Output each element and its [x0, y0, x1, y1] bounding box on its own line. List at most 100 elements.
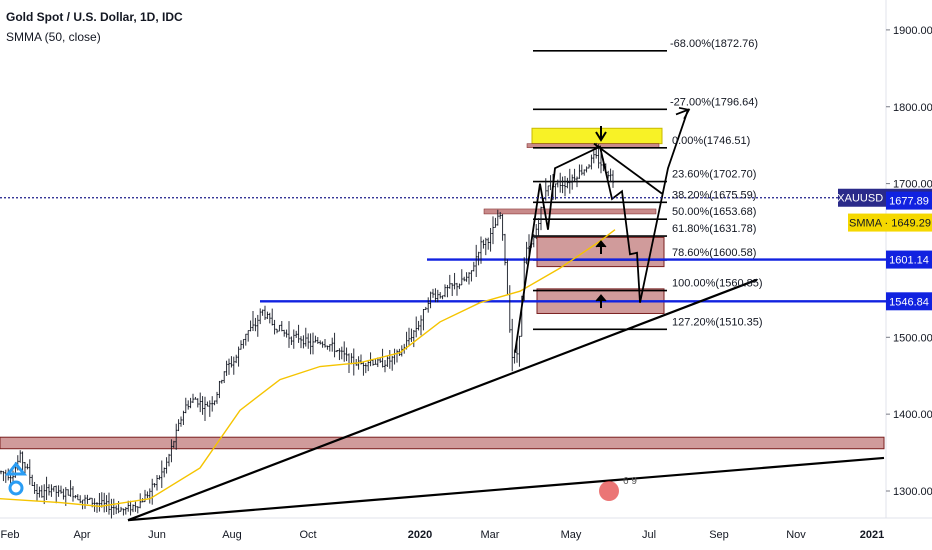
price-bar-219	[525, 241, 528, 265]
price-bar-210	[503, 233, 507, 266]
price-bar-194	[465, 272, 468, 282]
price-bar-118	[283, 329, 286, 337]
price-tag-text: 1601.14	[889, 255, 929, 267]
price-bar-244	[585, 166, 588, 173]
x-tick-label-1: Apr	[73, 529, 90, 541]
price-bar-21	[50, 484, 53, 497]
price-bar-213	[511, 318, 514, 372]
price-bar-250	[599, 152, 603, 174]
price-bar-231	[554, 183, 557, 200]
price-tag-4: 1546.84	[886, 292, 932, 311]
price-tag-bg	[848, 213, 932, 232]
price-bar-30	[71, 486, 75, 502]
price-bar-128	[307, 333, 310, 349]
price-bar-92	[220, 379, 223, 384]
price-axis[interactable]: 1300.001400.001500.001600.001700.001800.…	[886, 25, 932, 498]
zone-strip-mid	[483, 208, 657, 215]
price-bar-123	[295, 330, 298, 338]
price-bar-96	[230, 356, 233, 368]
price-bar-23	[55, 485, 58, 504]
price-bar-116	[278, 324, 281, 332]
x-tick-label-0: Feb	[1, 529, 20, 541]
price-bar-110	[263, 305, 267, 320]
indicator-label[interactable]: SMMA (50, close)	[6, 30, 101, 44]
price-bar-13	[31, 474, 34, 486]
price-bar-229	[549, 175, 552, 191]
price-bar-41	[98, 493, 101, 512]
price-bar-87	[208, 400, 211, 417]
price-bar-153	[367, 359, 370, 372]
price-bar-122	[292, 329, 295, 349]
price-bar-180	[431, 288, 435, 298]
price-bar-52	[124, 507, 127, 515]
price-bar-155	[371, 359, 375, 366]
time-axis[interactable]: Feb Apr Jun Aug Oct 2020 Mar May Jul Sep Nov 2021	[1, 529, 885, 541]
price-bar-209	[501, 214, 504, 241]
price-bar-238	[571, 174, 574, 190]
price-bar-254	[609, 168, 612, 183]
price-bar-247	[592, 150, 595, 164]
price-tag-text: 1546.84	[889, 296, 929, 308]
price-bar-157	[376, 357, 379, 368]
y-tick-label-4: 1700.00	[893, 179, 932, 191]
price-bar-11	[26, 463, 29, 470]
x-tick-label-3: Aug	[222, 529, 242, 541]
price-bar-199	[477, 251, 480, 266]
x-tick-label-6: Mar	[481, 529, 500, 541]
price-bar-47	[112, 498, 115, 516]
fib-label-8: 100.00%(1560.85)	[672, 278, 763, 290]
price-bar-100	[239, 340, 243, 350]
price-bar-98	[235, 354, 238, 364]
trendlines-layer	[127, 278, 885, 522]
trendline-long	[127, 456, 885, 522]
price-bar-107	[256, 314, 259, 337]
price-bar-141	[338, 348, 341, 361]
projection-wedge	[593, 142, 663, 195]
price-bar-161	[386, 356, 389, 367]
arrowhead-up-right	[678, 107, 691, 120]
price-bar-175	[419, 315, 423, 336]
price-bar-198	[475, 244, 478, 278]
price-bar-74	[177, 419, 180, 432]
price-bar-66	[158, 475, 161, 480]
price-bar-71	[170, 439, 173, 463]
price-bar-76	[182, 410, 185, 425]
price-bar-171	[410, 328, 413, 342]
price-bar-174	[417, 320, 420, 331]
price-bar-85	[203, 396, 207, 421]
price-bar-31	[74, 495, 77, 499]
price-bar-88	[211, 396, 214, 412]
price-bar-81	[194, 396, 197, 400]
price-bar-95	[227, 358, 231, 375]
price-bar-9	[21, 451, 24, 471]
price-bar-33	[79, 495, 82, 504]
x-tick-label-7: May	[561, 529, 582, 541]
price-bar-84	[201, 396, 204, 415]
price-bar-196	[470, 270, 473, 282]
price-bar-119	[285, 329, 288, 338]
symbol-title[interactable]: Gold Spot / U.S. Dollar, 1D, IDC	[6, 10, 183, 24]
price-bar-0	[0, 470, 3, 475]
price-bar-43	[103, 492, 106, 513]
price-tag-bg	[886, 191, 932, 210]
price-bar-77	[184, 397, 187, 414]
price-bar-69	[165, 457, 168, 474]
price-bar-55	[131, 504, 135, 513]
price-bar-32	[76, 494, 79, 501]
price-bar-24	[57, 485, 60, 497]
price-bar-193	[463, 276, 466, 282]
price-bar-172	[412, 329, 415, 348]
fib-label-3: 23.60%(1702.70)	[672, 169, 756, 181]
price-bar-186	[446, 284, 449, 298]
price-bar-111	[266, 311, 269, 320]
price-bar-225	[539, 206, 543, 231]
price-bar-208	[499, 211, 502, 220]
price-bar-70	[167, 453, 171, 467]
price-bar-242	[580, 164, 583, 176]
price-bar-124	[297, 324, 300, 343]
x-tick-label-2: Jun	[148, 529, 166, 541]
price-bar-113	[271, 308, 274, 326]
price-bar-200	[479, 236, 483, 264]
smma-layer	[0, 229, 616, 508]
